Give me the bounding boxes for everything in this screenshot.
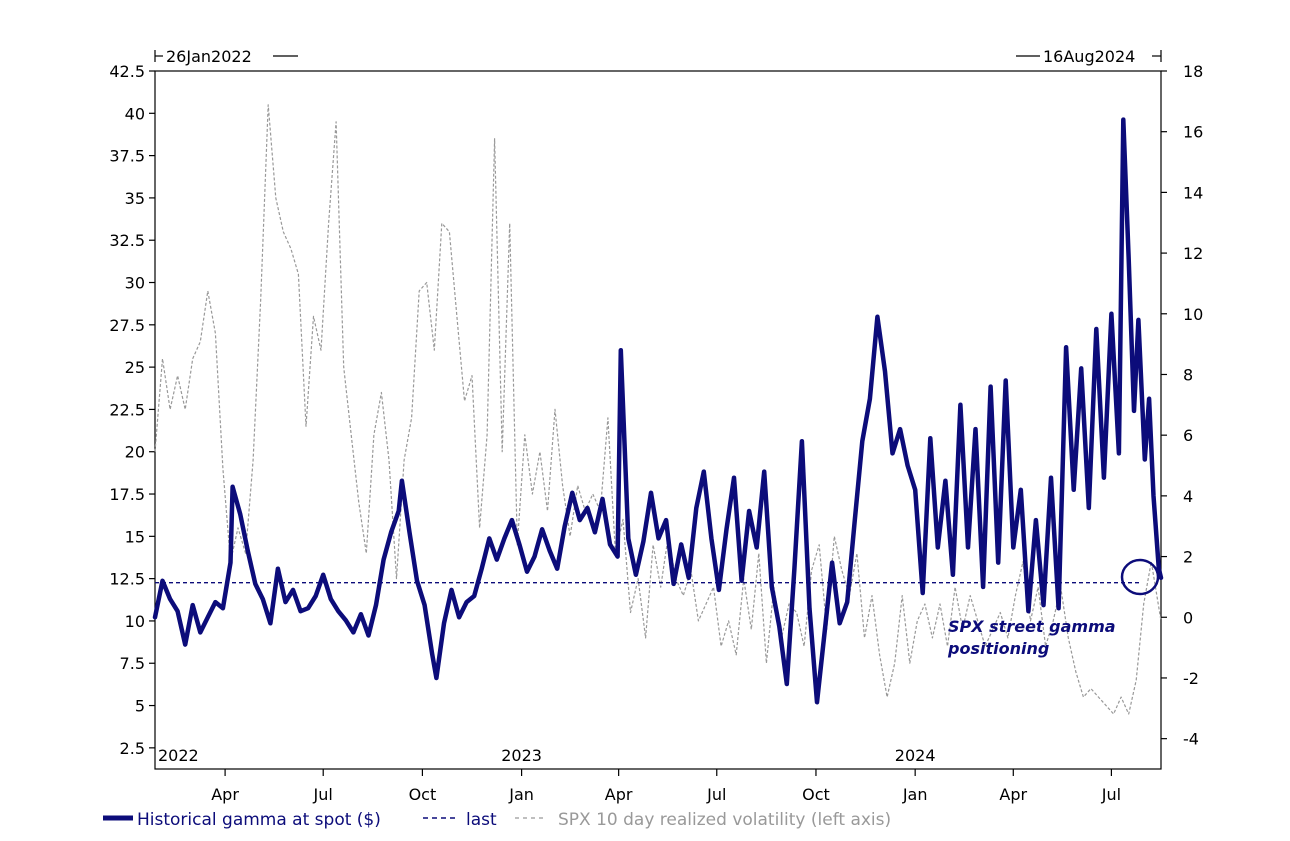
left-tick-label: 22.5 [109, 400, 145, 419]
end-date-label: 16Aug2024 [1043, 47, 1135, 66]
left-tick-label: 35 [125, 189, 145, 208]
left-tick-label: 5 [135, 697, 145, 716]
year-label: 2023 [501, 746, 542, 765]
legend-gamma-label: Historical gamma at spot ($) [137, 810, 381, 830]
left-tick-label: 30 [125, 274, 145, 293]
realized-volatility-line [154, 104, 1162, 715]
left-tick-label: 2.5 [120, 739, 145, 758]
date-range-header: 26Jan2022 16Aug2024 [154, 47, 1162, 66]
start-date-label: 26Jan2022 [166, 47, 252, 66]
series-gamma [152, 117, 1164, 705]
x-tick-label: Apr [211, 785, 239, 804]
right-tick-label: 18 [1183, 62, 1203, 81]
legend-last-label: last [466, 810, 497, 830]
gamma-line [152, 117, 1164, 705]
left-tick-label: 15 [125, 527, 145, 546]
last-value-circle [1120, 558, 1160, 596]
x-tick-label: Jul [1101, 785, 1121, 804]
right-tick-label: 4 [1183, 487, 1193, 506]
right-tick-label: 16 [1183, 123, 1203, 142]
right-tick-label: -4 [1183, 730, 1199, 749]
x-tick-label: Oct [409, 785, 437, 804]
left-tick-label: 32.5 [109, 231, 145, 250]
x-tick-label: Jan [902, 785, 928, 804]
left-tick-label: 12.5 [109, 570, 145, 589]
x-tick-label: Jan [508, 785, 534, 804]
annotation-label: SPX street gamma positioning [947, 617, 1121, 658]
left-tick-label: 7.5 [120, 654, 145, 673]
left-tick-label: 42.5 [109, 62, 145, 81]
legend-vol-label: SPX 10 day realized volatility (left axi… [558, 810, 891, 830]
left-tick-label: 37.5 [109, 147, 145, 166]
series-realized-volatility [154, 104, 1162, 715]
right-tick-label: 14 [1183, 183, 1203, 202]
right-tick-label: 6 [1183, 426, 1193, 445]
legend: Historical gamma at spot ($) last SPX 10… [103, 810, 891, 830]
x-axis: Apr Jul Oct Jan Apr Jul Oct Jan Apr Jul 2022 2023 20… [158, 746, 1121, 804]
left-axis: 2.5 5 7.5 10 12.5 15 17.5 20 22.5 25 27.5 30 32.5 35 3… [109, 62, 155, 758]
right-tick-label: 10 [1183, 305, 1203, 324]
right-axis: -4 -2 0 2 4 6 8 10 12 14 16 18 [1161, 62, 1203, 749]
annotation-line-1: SPX street gamma [948, 617, 1116, 636]
left-tick-label: 10 [125, 612, 145, 631]
left-tick-label: 27.5 [109, 316, 145, 335]
x-tick-label: Apr [605, 785, 633, 804]
right-tick-label: 12 [1183, 244, 1203, 263]
x-tick-label: Jul [706, 785, 726, 804]
right-tick-label: 8 [1183, 365, 1193, 384]
x-tick-label: Oct [802, 785, 830, 804]
left-tick-label: 40 [125, 104, 145, 123]
annotation-line-2: positioning [947, 639, 1049, 658]
right-tick-label: 0 [1183, 608, 1193, 627]
x-tick-label: Apr [999, 785, 1027, 804]
left-tick-label: 20 [125, 443, 145, 462]
right-tick-label: -2 [1183, 669, 1199, 688]
left-tick-label: 17.5 [109, 485, 145, 504]
right-tick-label: 2 [1183, 548, 1193, 567]
x-tick-label: Jul [313, 785, 333, 804]
year-label: 2022 [158, 746, 199, 765]
year-label: 2024 [895, 746, 936, 765]
left-tick-label: 25 [125, 358, 145, 377]
